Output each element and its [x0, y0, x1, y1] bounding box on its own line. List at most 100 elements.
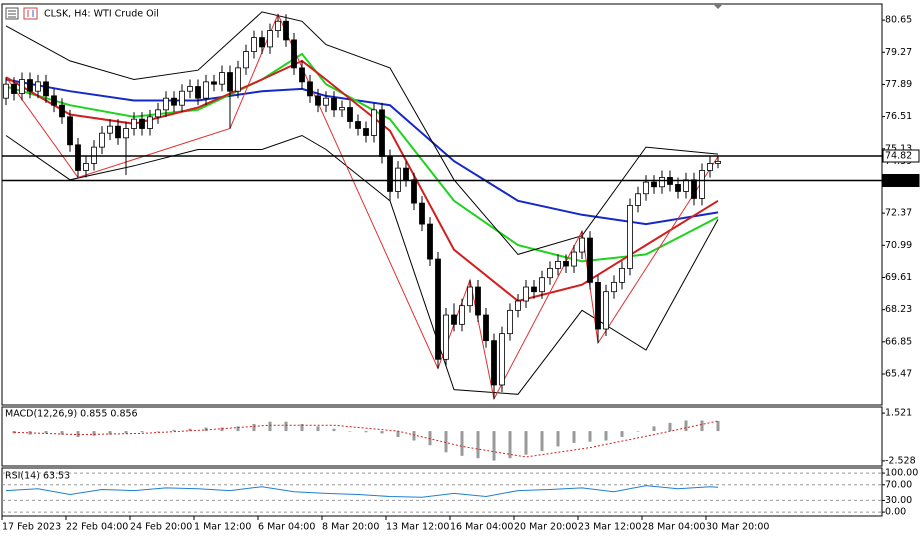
candle-body	[275, 20, 281, 31]
histogram-bar	[460, 431, 464, 456]
candle-body	[147, 116, 153, 129]
rsi-title: RSI(14) 63.53	[5, 471, 70, 482]
y-tick-label: 75.13	[885, 143, 912, 154]
candle-body	[195, 86, 201, 99]
x-tick-label: 23 Mar 12:00	[578, 522, 641, 533]
histogram-bar	[92, 431, 96, 436]
candle-body	[451, 314, 457, 325]
candle-body	[251, 37, 257, 52]
candle-body	[323, 97, 329, 106]
histogram-bar	[44, 431, 48, 434]
histogram-bar	[220, 427, 224, 432]
candle-body	[235, 67, 241, 92]
candle-body	[59, 104, 65, 118]
candle-body	[635, 193, 641, 206]
candle-body	[227, 72, 233, 92]
y-tick-label: 0.00	[885, 507, 906, 518]
histogram-bar	[556, 431, 560, 447]
candle-body	[19, 79, 25, 94]
histogram-bar	[572, 431, 576, 443]
histogram-bar	[684, 420, 688, 432]
y-tick-label: 72.37	[885, 208, 912, 219]
histogram-bar	[188, 428, 192, 432]
y-tick-label: 76.51	[885, 111, 912, 122]
histogram-bar	[636, 431, 640, 432]
candle-body	[459, 305, 465, 325]
candle-body	[419, 202, 425, 225]
candle-body	[555, 260, 561, 269]
y-tick-label: 1.521	[885, 408, 912, 419]
candle-body	[715, 160, 721, 164]
candle-body	[603, 291, 609, 330]
histogram-bar	[300, 423, 304, 432]
y-tick-label: 30.00	[885, 495, 912, 506]
y-tick-label: 77.89	[885, 79, 912, 90]
histogram-bar	[108, 431, 112, 435]
candle-body	[243, 51, 249, 69]
candle-body	[115, 125, 121, 139]
rsi-line	[5, 485, 719, 498]
histogram-bar	[396, 431, 400, 437]
histogram-bar	[540, 431, 544, 452]
candle-body	[707, 163, 713, 171]
y-tick-label: 66.85	[885, 336, 912, 347]
y-tick-label: 70.99	[885, 240, 912, 251]
candle-body	[107, 125, 113, 134]
shift-marker	[713, 4, 723, 9]
macd-title: MACD(12,26,9) 0.855 0.856	[5, 409, 138, 420]
histogram-bar	[332, 428, 336, 432]
candle-body	[435, 258, 441, 360]
candle-body	[331, 97, 337, 111]
histogram-bar	[60, 431, 64, 435]
candle-body	[539, 277, 545, 293]
histogram-bar	[444, 431, 448, 453]
histogram-bar	[716, 420, 720, 432]
histogram-bar	[252, 423, 256, 432]
candle-body	[515, 300, 521, 311]
candle-body	[187, 86, 193, 92]
candle-body	[587, 237, 593, 283]
histogram-bar	[700, 420, 704, 432]
candle-body	[35, 81, 41, 92]
chart-icon[interactable]	[23, 7, 38, 20]
candle-body	[571, 251, 577, 267]
candle-body	[403, 167, 409, 181]
candle-body	[475, 286, 481, 316]
candle-body	[411, 179, 417, 204]
candle-body	[443, 314, 449, 360]
histogram-bar	[524, 431, 528, 455]
x-tick-label: 20 Mar 20:00	[514, 522, 577, 533]
candle-body	[691, 179, 697, 199]
candle-body	[595, 281, 601, 330]
y-tick-label: 69.61	[885, 272, 912, 283]
candle-body	[675, 184, 681, 192]
candle-body	[267, 30, 273, 48]
candle-body	[171, 97, 177, 106]
candle-body	[483, 314, 489, 342]
candle-body	[219, 72, 225, 85]
candle-body	[131, 118, 137, 129]
candle-body	[523, 286, 529, 302]
macd-frame	[1, 406, 883, 467]
y-tick-label: 68.23	[885, 304, 912, 315]
candle-body	[371, 109, 377, 136]
candle-body	[547, 267, 553, 279]
candle-body	[27, 79, 33, 92]
histogram-bar	[364, 431, 368, 433]
x-tick-label: 28 Mar 04:00	[642, 522, 705, 533]
signal-line	[13, 420, 719, 458]
histogram-bar	[588, 431, 592, 442]
rsi-frame	[1, 467, 883, 517]
candle-body	[307, 81, 313, 97]
candle-body	[363, 128, 369, 136]
x-tick-label: 17 Feb 2023	[2, 522, 61, 533]
candle-body	[699, 170, 705, 199]
histogram-bar	[156, 431, 160, 432]
candle-body	[427, 223, 433, 260]
candle-body	[507, 309, 513, 335]
histogram-bar	[284, 421, 288, 432]
histogram-bar	[124, 431, 128, 434]
candle-body	[155, 109, 161, 118]
histogram-bar	[428, 431, 432, 446]
